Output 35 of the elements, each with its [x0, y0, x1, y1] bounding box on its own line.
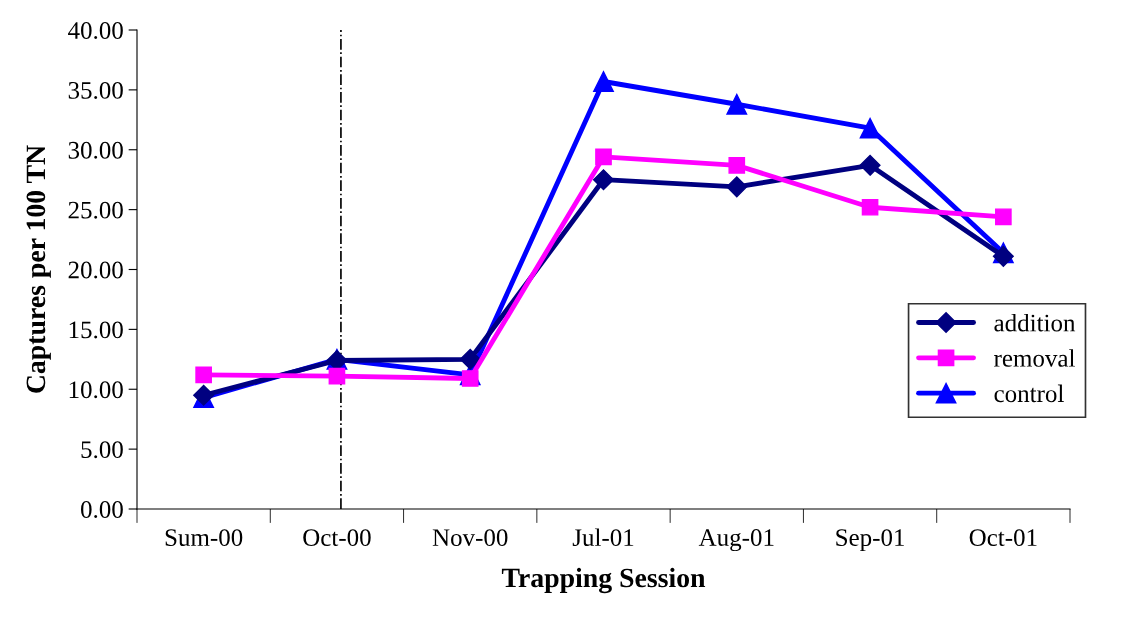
- y-tick-label: 10.00: [69, 381, 123, 399]
- point: [593, 71, 614, 92]
- y-axis-title: Captures per 100 TN: [26, 145, 51, 393]
- point: [726, 93, 748, 115]
- y-tick-label: 0.00: [81, 501, 123, 519]
- point: [592, 169, 615, 191]
- x-axis-title: Trapping Session: [501, 567, 706, 594]
- point: [995, 208, 1012, 226]
- point: [861, 198, 879, 216]
- y-tick-label: 30.00: [68, 141, 123, 159]
- x-tick-label: Sep-01: [836, 529, 904, 552]
- x-tick-label: Oct-01: [969, 529, 1037, 547]
- point: [859, 117, 881, 139]
- y-tick-label: 15.00: [69, 321, 123, 339]
- point: [859, 154, 881, 176]
- point: [595, 148, 612, 166]
- point: [461, 370, 479, 387]
- point: [459, 348, 481, 370]
- legend-label: control: [994, 384, 1064, 403]
- y-tick-label: 5.00: [81, 441, 123, 459]
- point: [195, 366, 212, 384]
- x-tick-label: Sum-00: [165, 529, 243, 547]
- y-tick-label: 20.00: [68, 261, 123, 279]
- x-tick-label: Oct-00: [303, 529, 371, 547]
- y-tick-label: 35.00: [68, 81, 123, 99]
- point: [726, 176, 748, 198]
- y-tick-label: 25.00: [68, 201, 123, 219]
- point: [328, 367, 346, 385]
- point: [728, 156, 746, 174]
- y-tick-label: 40.00: [68, 22, 123, 40]
- legend-label: addition: [994, 313, 1076, 332]
- legend-label: removal: [994, 349, 1075, 367]
- x-tick-label: Nov-00: [432, 529, 508, 547]
- x-tick-label: Aug-01: [698, 529, 774, 552]
- x-tick-label: Jul-01: [572, 528, 634, 547]
